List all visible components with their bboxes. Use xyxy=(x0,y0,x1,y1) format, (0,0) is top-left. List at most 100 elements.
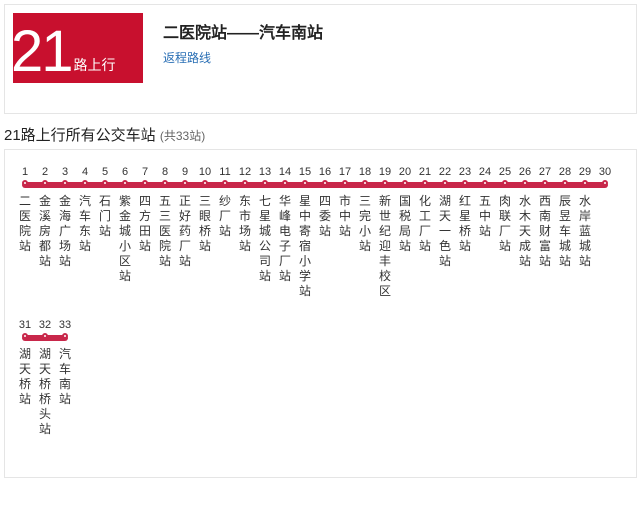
stop-name: 水岸蓝城站 xyxy=(575,194,595,299)
stop-number: 23 xyxy=(455,166,475,178)
stop-dot xyxy=(515,180,535,186)
section-title-text: 21路上行所有公交车站 xyxy=(4,127,156,144)
stop-dot xyxy=(115,180,135,186)
route-direction: 路上行 xyxy=(74,55,116,75)
stop-name: 汽车东站 xyxy=(75,194,95,299)
stop-number: 29 xyxy=(575,166,595,178)
stop-name: 红星桥站 xyxy=(455,194,475,299)
stops-row-2: 313233 湖天桥站湖天桥桥头站汽车南站 xyxy=(15,319,626,437)
stop-dot xyxy=(435,180,455,186)
route-info: 二医院站——汽车南站 返程路线 xyxy=(163,13,323,67)
stop-name: 金溪房都站 xyxy=(35,194,55,299)
stop-dot xyxy=(155,180,175,186)
route-number: 21 xyxy=(11,23,72,81)
stop-dot xyxy=(395,180,415,186)
stop-dot xyxy=(275,180,295,186)
stop-number: 26 xyxy=(515,166,535,178)
stop-number: 12 xyxy=(235,166,255,178)
stop-dot xyxy=(575,180,595,186)
stop-name: 紫金城小区站 xyxy=(115,194,135,299)
stop-dot xyxy=(195,180,215,186)
stop-number: 20 xyxy=(395,166,415,178)
stop-name: 纱厂站 xyxy=(215,194,235,299)
stop-name: 辰昱车城站 xyxy=(555,194,575,299)
stop-name: 二医院站 xyxy=(15,194,35,299)
stop-dot xyxy=(555,180,575,186)
stop-name: 汽车南站 xyxy=(55,347,75,437)
stop-dot xyxy=(215,180,235,186)
stop-number: 1 xyxy=(15,166,35,178)
stop-number: 15 xyxy=(295,166,315,178)
stop-number: 18 xyxy=(355,166,375,178)
stop-name: 新世纪迎丰校区 xyxy=(375,194,395,299)
stop-dot xyxy=(355,180,375,186)
stop-dot xyxy=(255,180,275,186)
stop-number: 24 xyxy=(475,166,495,178)
section-title: 21路上行所有公交车站 (共33站) xyxy=(4,124,637,145)
stop-number: 32 xyxy=(35,319,55,331)
stop-name: 化工厂站 xyxy=(415,194,435,299)
stop-dot xyxy=(55,180,75,186)
stop-number: 17 xyxy=(335,166,355,178)
stop-dot xyxy=(495,180,515,186)
stop-name: 星中寄宿小学站 xyxy=(295,194,315,299)
stop-number: 11 xyxy=(215,166,235,178)
stop-number: 21 xyxy=(415,166,435,178)
stop-name: 湖天桥站 xyxy=(15,347,35,437)
stop-dot xyxy=(335,180,355,186)
stop-number: 3 xyxy=(55,166,75,178)
stop-name: 三眼桥站 xyxy=(195,194,215,299)
stop-name: 金海广场站 xyxy=(55,194,75,299)
stop-number: 5 xyxy=(95,166,115,178)
stop-name: 水木天成站 xyxy=(515,194,535,299)
stop-name: 湖天一色站 xyxy=(435,194,455,299)
stop-name: 市中站 xyxy=(335,194,355,299)
stop-dot xyxy=(15,333,35,339)
stop-number: 31 xyxy=(15,319,35,331)
stop-dot xyxy=(55,333,75,339)
stop-dot xyxy=(535,180,555,186)
stop-dot xyxy=(475,180,495,186)
route-title: 二医院站——汽车南站 xyxy=(163,19,323,43)
stop-name: 五中站 xyxy=(475,194,495,299)
stop-name: 国税局站 xyxy=(395,194,415,299)
stop-number: 30 xyxy=(595,166,615,178)
stop-number: 4 xyxy=(75,166,95,178)
stop-name: 四委站 xyxy=(315,194,335,299)
stop-number: 2 xyxy=(35,166,55,178)
stop-name: 石门站 xyxy=(95,194,115,299)
stop-number: 6 xyxy=(115,166,135,178)
route-header-card: 21 路上行 二医院站——汽车南站 返程路线 xyxy=(4,4,637,114)
stop-number: 7 xyxy=(135,166,155,178)
stop-dot xyxy=(15,180,35,186)
stop-name: 华峰电子厂站 xyxy=(275,194,295,299)
stop-name xyxy=(595,194,615,299)
stop-dot xyxy=(35,333,55,339)
stop-number: 28 xyxy=(555,166,575,178)
stop-dot xyxy=(75,180,95,186)
stop-dot xyxy=(175,180,195,186)
stop-name: 三完小站 xyxy=(355,194,375,299)
return-route-link[interactable]: 返程路线 xyxy=(163,49,211,66)
stop-dot xyxy=(595,180,615,186)
stop-number: 9 xyxy=(175,166,195,178)
route-badge: 21 路上行 xyxy=(13,13,143,83)
stop-number: 13 xyxy=(255,166,275,178)
stop-number: 27 xyxy=(535,166,555,178)
stops-row-1: 1234567891011121314151617181920212223242… xyxy=(15,166,626,299)
stop-number: 16 xyxy=(315,166,335,178)
stop-number: 10 xyxy=(195,166,215,178)
stop-name: 七星城公司站 xyxy=(255,194,275,299)
stop-name: 肉联厂站 xyxy=(495,194,515,299)
stop-number: 25 xyxy=(495,166,515,178)
stop-number: 8 xyxy=(155,166,175,178)
stop-dot xyxy=(95,180,115,186)
stop-name: 正好药厂站 xyxy=(175,194,195,299)
stops-diagram: 1234567891011121314151617181920212223242… xyxy=(4,149,637,478)
stop-name: 五三医院站 xyxy=(155,194,175,299)
stop-dot xyxy=(415,180,435,186)
stop-dot xyxy=(315,180,335,186)
stop-name: 西南财富站 xyxy=(535,194,555,299)
stop-number: 33 xyxy=(55,319,75,331)
stop-dot xyxy=(455,180,475,186)
